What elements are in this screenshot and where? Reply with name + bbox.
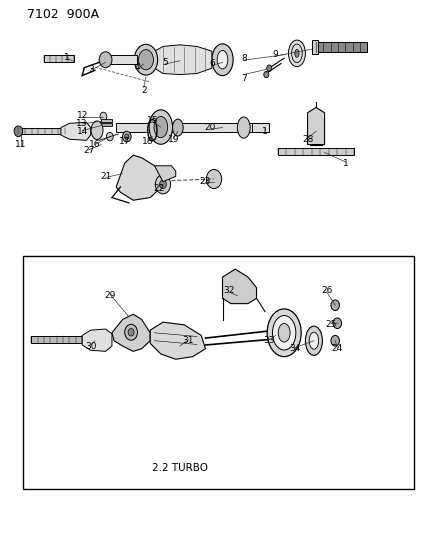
Text: 4: 4: [135, 63, 140, 72]
Text: 1: 1: [65, 53, 70, 62]
Polygon shape: [155, 166, 176, 182]
Text: 7: 7: [241, 74, 247, 83]
Circle shape: [100, 112, 107, 120]
Circle shape: [267, 65, 272, 71]
Text: 33: 33: [264, 336, 275, 345]
Polygon shape: [112, 314, 150, 351]
Polygon shape: [308, 108, 324, 144]
Bar: [23, 256, 414, 489]
Text: 20: 20: [204, 123, 215, 132]
Bar: [316, 42, 367, 52]
Ellipse shape: [309, 332, 318, 349]
Text: 1: 1: [343, 159, 349, 167]
Ellipse shape: [154, 116, 168, 138]
Text: 9: 9: [273, 50, 279, 59]
Text: 34: 34: [289, 344, 300, 353]
Text: 7102  900A: 7102 900A: [27, 8, 99, 21]
Text: 14: 14: [77, 127, 88, 136]
Text: 30: 30: [85, 342, 96, 351]
Bar: [108, 55, 137, 64]
Circle shape: [331, 300, 339, 311]
Text: 27: 27: [83, 147, 94, 156]
Circle shape: [99, 52, 112, 68]
Polygon shape: [155, 45, 212, 75]
Bar: [312, 39, 318, 54]
Text: 17: 17: [119, 138, 131, 147]
Text: 29: 29: [104, 291, 116, 300]
Ellipse shape: [295, 50, 299, 58]
Polygon shape: [61, 122, 91, 140]
Text: 8: 8: [241, 54, 247, 63]
Bar: [101, 123, 112, 126]
Circle shape: [107, 132, 113, 141]
Ellipse shape: [172, 119, 183, 136]
Circle shape: [122, 131, 131, 142]
Circle shape: [125, 134, 129, 139]
Bar: [116, 123, 265, 132]
Text: 26: 26: [321, 286, 333, 295]
Text: 16: 16: [89, 140, 101, 149]
Circle shape: [14, 126, 23, 136]
Ellipse shape: [273, 316, 296, 350]
Circle shape: [160, 180, 166, 189]
Text: 18: 18: [143, 138, 154, 147]
Bar: [31, 336, 82, 343]
Circle shape: [206, 169, 222, 189]
Bar: [44, 55, 74, 62]
Text: 2: 2: [141, 86, 147, 95]
Bar: [278, 148, 354, 155]
Text: 22: 22: [153, 183, 164, 192]
Circle shape: [125, 324, 137, 340]
Ellipse shape: [134, 44, 158, 75]
Text: 1: 1: [262, 127, 268, 136]
Ellipse shape: [91, 121, 103, 140]
Circle shape: [331, 335, 339, 346]
Ellipse shape: [139, 50, 153, 70]
Polygon shape: [116, 155, 163, 200]
Ellipse shape: [267, 309, 301, 357]
Text: 12: 12: [77, 111, 88, 120]
Text: 3: 3: [88, 64, 94, 74]
Text: 23: 23: [200, 177, 211, 186]
Bar: [101, 118, 112, 122]
Text: 32: 32: [223, 286, 235, 295]
Ellipse shape: [288, 40, 306, 67]
Ellipse shape: [278, 324, 290, 342]
Circle shape: [333, 318, 342, 328]
Text: 31: 31: [183, 336, 194, 345]
Text: 11: 11: [15, 140, 26, 149]
Text: 28: 28: [302, 135, 313, 144]
Ellipse shape: [238, 117, 250, 138]
Polygon shape: [150, 322, 205, 359]
Circle shape: [155, 175, 171, 194]
Ellipse shape: [306, 326, 322, 356]
Circle shape: [128, 328, 134, 336]
Text: 5: 5: [162, 58, 168, 67]
Text: 25: 25: [325, 320, 337, 329]
Text: 13: 13: [77, 119, 88, 128]
Ellipse shape: [212, 44, 233, 76]
Text: 19: 19: [168, 135, 179, 144]
Bar: [18, 127, 65, 134]
Circle shape: [264, 71, 269, 78]
Text: 21: 21: [100, 172, 111, 181]
Bar: [252, 123, 269, 132]
Polygon shape: [82, 329, 112, 351]
Polygon shape: [223, 269, 256, 304]
Text: 2.2 TURBO: 2.2 TURBO: [152, 463, 208, 473]
Text: 24: 24: [332, 344, 343, 353]
Text: 15: 15: [147, 116, 158, 125]
Text: 6: 6: [209, 60, 215, 68]
Ellipse shape: [149, 110, 172, 144]
Ellipse shape: [217, 51, 228, 69]
